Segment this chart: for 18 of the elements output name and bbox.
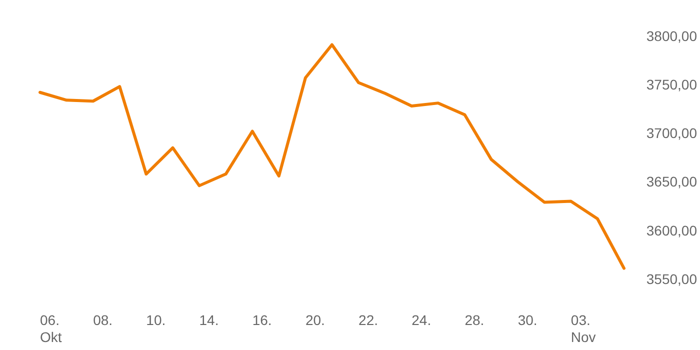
x-tick-label: 14. [199,312,219,328]
y-tick-label: 3650,00 [646,174,698,190]
x-tick-label: 28. [464,312,484,328]
x-tick-label: 06. Okt [40,312,62,345]
x-tick-label: 30. [518,312,538,328]
y-tick-label: 3700,00 [646,125,698,142]
x-tick-label: 03. Nov [570,312,596,345]
x-tick-label: 16. [252,312,272,328]
line-series [38,43,626,270]
x-tick-label: 08. [93,312,113,328]
x-tick-label: 20. [305,312,325,328]
x-tick-label: 24. [412,312,432,328]
y-tick-label: 3550,00 [646,270,698,287]
y-tick-label: 3750,00 [646,76,698,92]
x-tick-label: 10. [146,312,166,328]
x-tick-label: 22. [358,312,378,328]
y-tick-label: 3600,00 [646,222,698,238]
y-tick-label: 3800,00 [646,28,698,44]
